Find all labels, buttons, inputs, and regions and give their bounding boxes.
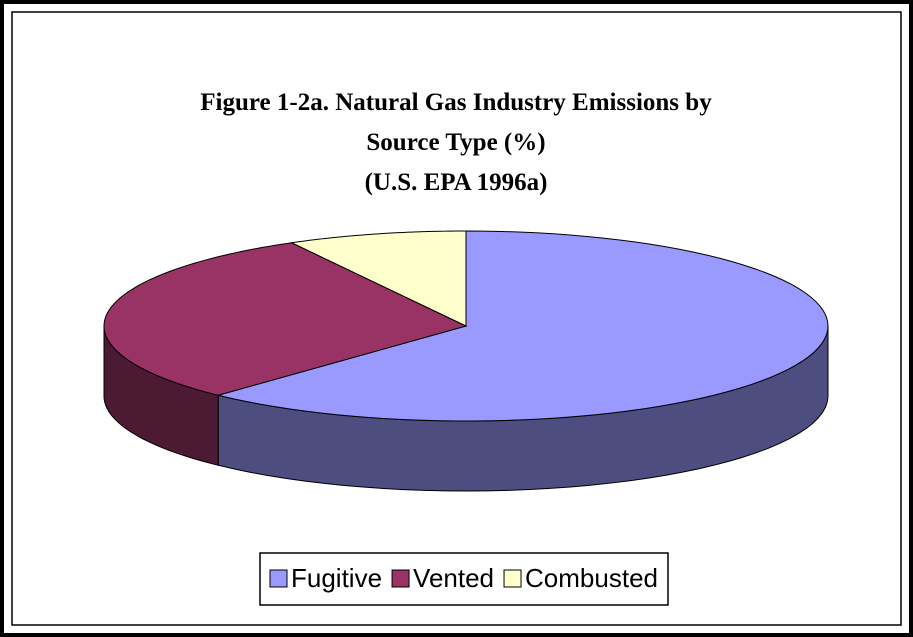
legend: Fugitive Vented Combusted [259,552,669,606]
inner-frame [11,11,902,626]
chart-title: Source Type (%) [366,129,545,156]
chart-title: Figure 1-2a. Natural Gas Industry Emissi… [200,89,712,116]
legend-label: Fugitive [291,563,382,593]
pie-slice [103,242,468,396]
legend-swatch [269,569,288,588]
legend-label: Combusted [525,563,658,593]
pie-slice [218,230,829,422]
chart-subtitle: (U.S. EPA 1996a) [365,169,548,196]
legend-swatch [391,569,410,588]
legend-box [259,552,669,606]
legend-swatch [503,569,522,588]
legend-label: Vented [413,563,494,593]
pie-slice [289,230,467,327]
